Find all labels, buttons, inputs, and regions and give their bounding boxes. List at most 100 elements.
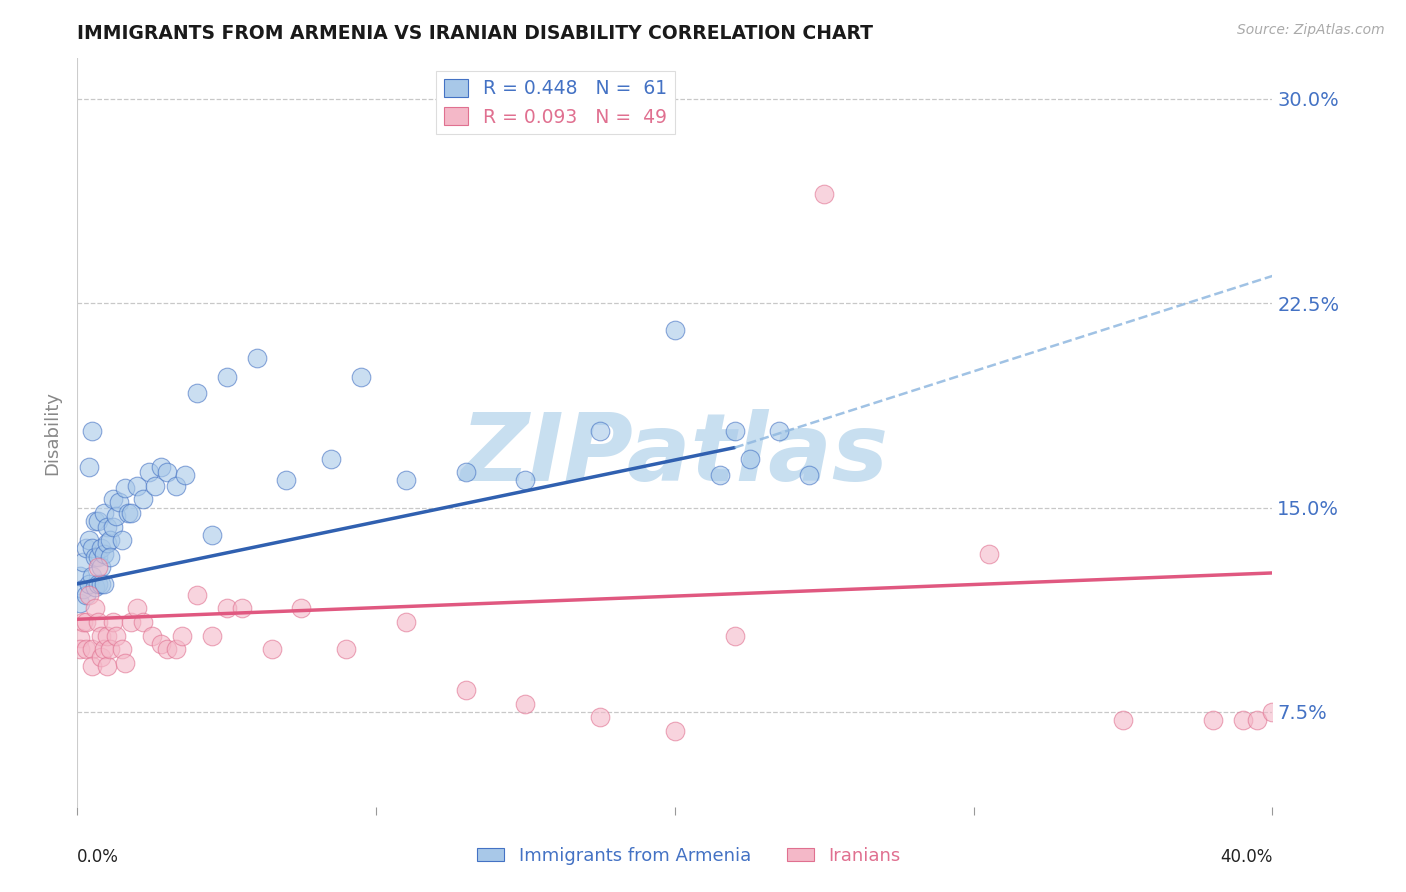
Point xyxy=(156,465,179,479)
Point xyxy=(120,615,142,629)
Point xyxy=(87,560,110,574)
Legend: Immigrants from Armenia, Iranians: Immigrants from Armenia, Iranians xyxy=(470,840,908,872)
Point xyxy=(79,588,101,602)
Point xyxy=(87,514,110,528)
Point xyxy=(114,482,136,496)
Point xyxy=(664,323,686,337)
Point xyxy=(186,588,208,602)
Point xyxy=(335,642,357,657)
Point xyxy=(75,642,97,657)
Point xyxy=(127,479,149,493)
Point xyxy=(1112,713,1135,727)
Point xyxy=(79,459,101,474)
Point xyxy=(96,658,118,673)
Point xyxy=(664,723,686,738)
Text: 40.0%: 40.0% xyxy=(1220,848,1272,866)
Point xyxy=(1232,713,1254,727)
Point xyxy=(276,473,298,487)
Point xyxy=(738,451,761,466)
Point xyxy=(75,541,97,556)
Point xyxy=(87,577,110,591)
Point xyxy=(79,577,101,591)
Point xyxy=(515,473,537,487)
Point xyxy=(90,650,112,665)
Point xyxy=(114,656,136,670)
Point xyxy=(93,547,115,561)
Point xyxy=(799,467,821,482)
Point xyxy=(98,533,121,548)
Point xyxy=(174,467,197,482)
Point xyxy=(1261,705,1284,719)
Point xyxy=(515,697,537,711)
Point xyxy=(150,637,173,651)
Point xyxy=(246,351,269,365)
Point xyxy=(724,629,747,643)
Point xyxy=(87,549,110,564)
Point xyxy=(111,533,134,548)
Point xyxy=(84,514,107,528)
Point xyxy=(709,467,731,482)
Point xyxy=(215,369,238,384)
Y-axis label: Disability: Disability xyxy=(44,391,62,475)
Point xyxy=(98,642,121,657)
Point xyxy=(395,473,418,487)
Point xyxy=(165,642,187,657)
Point xyxy=(103,615,124,629)
Point xyxy=(82,424,104,438)
Point xyxy=(96,519,118,533)
Point xyxy=(82,642,104,657)
Point xyxy=(72,582,94,597)
Point xyxy=(87,615,110,629)
Point xyxy=(69,568,91,582)
Point xyxy=(96,629,118,643)
Point xyxy=(290,601,312,615)
Point xyxy=(215,601,238,615)
Text: IMMIGRANTS FROM ARMENIA VS IRANIAN DISABILITY CORRELATION CHART: IMMIGRANTS FROM ARMENIA VS IRANIAN DISAB… xyxy=(77,23,873,43)
Point xyxy=(454,683,477,698)
Point xyxy=(589,424,612,438)
Point xyxy=(395,615,418,629)
Point xyxy=(84,549,107,564)
Point xyxy=(72,555,94,569)
Point xyxy=(813,187,835,202)
Point xyxy=(1246,713,1268,727)
Point xyxy=(69,642,91,657)
Point xyxy=(98,549,121,564)
Point xyxy=(127,601,149,615)
Point xyxy=(75,588,97,602)
Text: 0.0%: 0.0% xyxy=(77,848,120,866)
Point xyxy=(111,642,134,657)
Point xyxy=(93,506,115,520)
Text: Source: ZipAtlas.com: Source: ZipAtlas.com xyxy=(1237,23,1385,37)
Point xyxy=(93,577,115,591)
Point xyxy=(69,632,91,646)
Point xyxy=(321,451,343,466)
Point xyxy=(141,629,163,643)
Text: ZIPatlas: ZIPatlas xyxy=(461,409,889,501)
Point xyxy=(84,580,107,594)
Point xyxy=(69,596,91,610)
Point xyxy=(1202,713,1225,727)
Point xyxy=(82,658,104,673)
Point xyxy=(90,577,112,591)
Point xyxy=(117,506,139,520)
Point xyxy=(105,629,128,643)
Point xyxy=(93,642,115,657)
Point xyxy=(108,495,131,509)
Point xyxy=(165,479,187,493)
Point xyxy=(105,508,128,523)
Point xyxy=(132,615,155,629)
Point xyxy=(724,424,747,438)
Point xyxy=(72,615,94,629)
Point xyxy=(231,601,253,615)
Point xyxy=(103,492,124,507)
Point xyxy=(150,459,173,474)
Point xyxy=(454,465,477,479)
Point xyxy=(977,547,1000,561)
Point xyxy=(82,568,104,582)
Point xyxy=(90,560,112,574)
Point xyxy=(201,528,224,542)
Point xyxy=(143,479,166,493)
Point xyxy=(260,642,283,657)
Point xyxy=(75,615,97,629)
